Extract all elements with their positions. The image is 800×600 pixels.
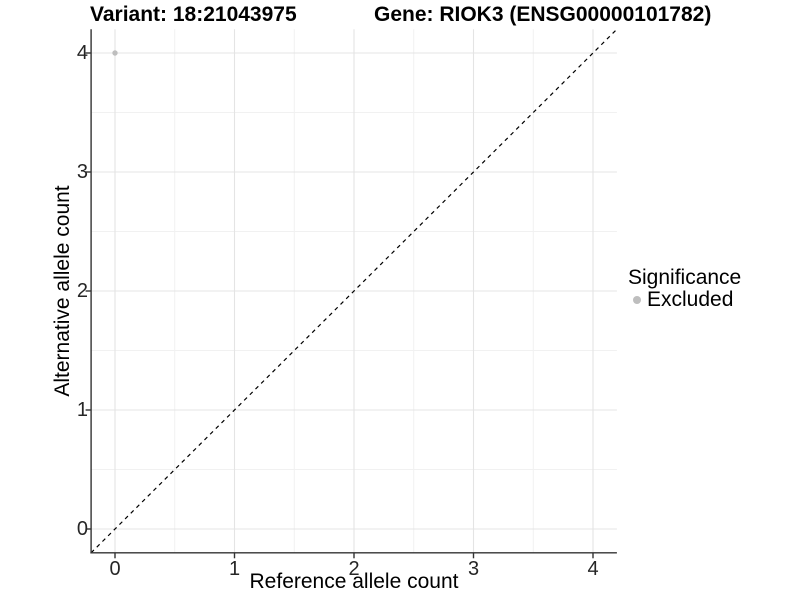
- x-tick-label: 1: [228, 558, 241, 580]
- x-tick-label: 3: [467, 558, 480, 580]
- x-tick-label: 2: [348, 558, 360, 580]
- y-tick-label: 0: [76, 518, 88, 540]
- x-axis-title: Reference allele count: [249, 570, 459, 593]
- gene-title: Gene: RIOK3 (ENSG00000101782): [374, 3, 712, 26]
- data-point: [112, 50, 118, 56]
- legend-dot-icon: [632, 296, 641, 304]
- y-tick-label: 1: [76, 399, 88, 421]
- legend-title: Significance: [628, 266, 742, 289]
- y-tick-label: 3: [76, 161, 88, 183]
- x-tick-label: 0: [109, 558, 121, 580]
- legend-item: Excluded: [628, 288, 741, 311]
- legend-items: Excluded: [628, 288, 741, 311]
- legend: Significance Excluded: [628, 266, 741, 311]
- identity-dashed-line: [90, 28, 618, 554]
- legend-item-label: Excluded: [647, 288, 734, 311]
- x-tick-label: 4: [587, 558, 599, 580]
- y-tick-label: 2: [76, 280, 88, 302]
- y-axis-title: Alternative allele count: [51, 185, 74, 397]
- variant-title: Variant: 18:21043975: [90, 3, 297, 26]
- y-tick-label: 4: [76, 42, 88, 64]
- legend-point-key-icon: [628, 292, 645, 309]
